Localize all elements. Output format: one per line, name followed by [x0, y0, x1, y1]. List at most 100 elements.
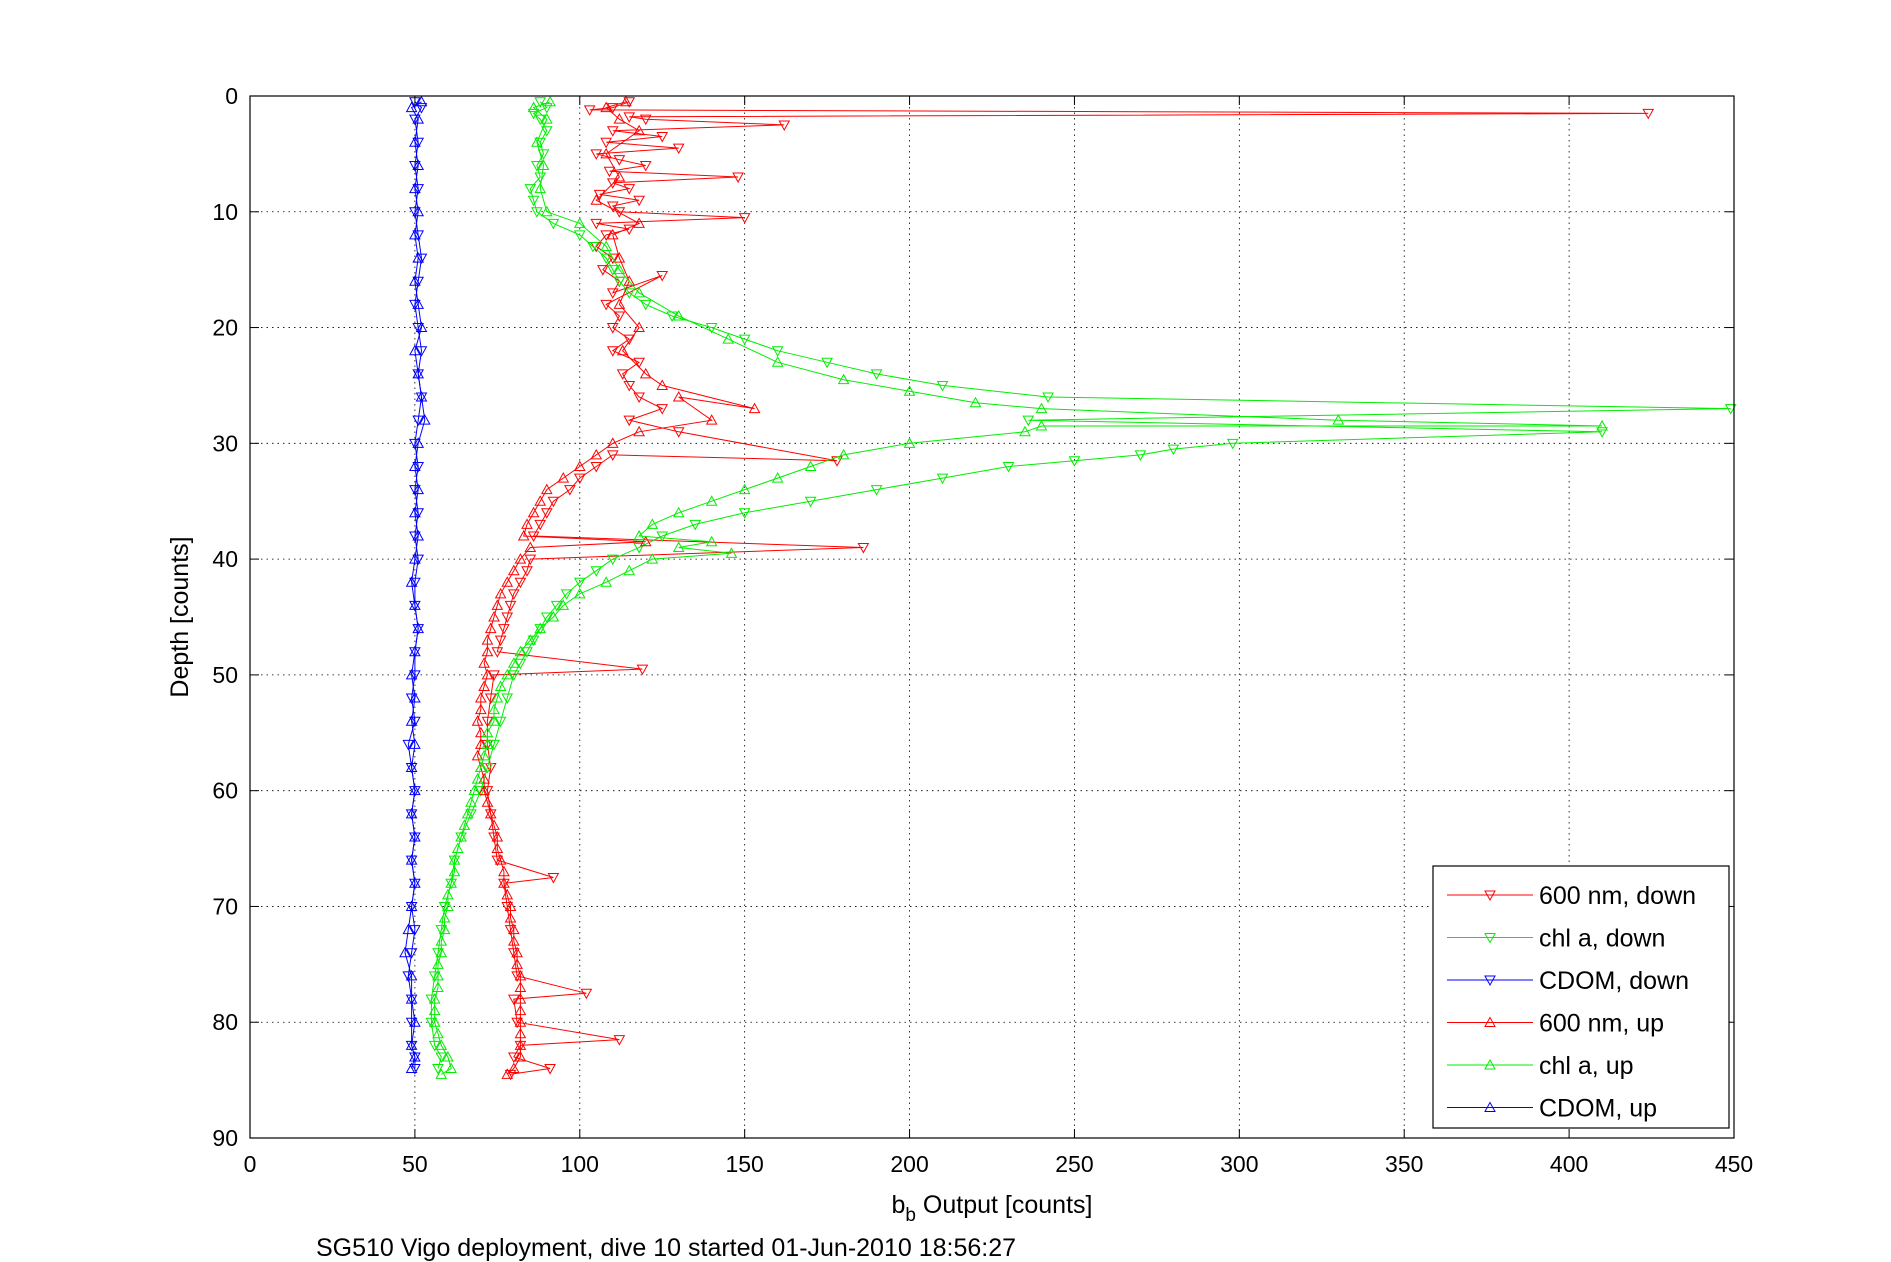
data-point	[537, 159, 550, 170]
data-point	[409, 182, 421, 194]
legend-marker	[1484, 975, 1496, 987]
data-point	[672, 506, 685, 518]
data-point	[603, 166, 616, 178]
data-point	[412, 276, 425, 288]
data-point	[606, 554, 619, 566]
data-point	[521, 566, 533, 577]
data-point	[646, 518, 659, 529]
data-point	[583, 105, 596, 116]
data-point	[474, 726, 487, 738]
data-point	[465, 809, 477, 820]
data-point	[837, 373, 850, 385]
data-point	[705, 535, 718, 547]
data-point	[405, 1062, 418, 1074]
data-point	[461, 807, 474, 819]
data-point	[672, 427, 685, 438]
data-point	[507, 1062, 520, 1074]
data-point	[478, 657, 490, 668]
data-point	[415, 321, 428, 333]
data-point	[409, 1064, 421, 1075]
data-point	[587, 242, 599, 253]
data-point	[547, 873, 560, 884]
data-point	[531, 207, 543, 218]
data-point	[616, 369, 629, 380]
data-point	[1724, 404, 1737, 415]
data-point	[481, 645, 494, 657]
data-point	[415, 390, 428, 402]
legend-label: chl a, up	[1539, 1052, 1634, 1080]
data-point	[514, 1004, 527, 1016]
data-point	[481, 634, 494, 645]
data-point	[504, 600, 517, 612]
data-point	[534, 97, 547, 108]
data-point	[936, 380, 949, 392]
x-axis-label: bb Output [counts]	[892, 1191, 1093, 1226]
data-point	[474, 692, 487, 703]
legend: 600 nm, down chl a, down CDOM, down 600 nm,…	[1432, 865, 1730, 1129]
data-point	[639, 160, 652, 172]
data-point	[438, 923, 451, 935]
data-point	[438, 911, 451, 923]
x-tick-label: 0	[244, 1151, 257, 1177]
data-point	[412, 622, 425, 634]
data-point	[656, 132, 669, 143]
x-tick-label: 150	[725, 1151, 763, 1177]
data-point	[689, 519, 702, 531]
data-point	[646, 553, 659, 564]
data-point	[412, 508, 425, 519]
data-point	[412, 529, 425, 541]
data-point	[481, 726, 494, 738]
data-point	[501, 901, 514, 913]
data-point	[623, 184, 636, 195]
data-point	[504, 911, 517, 923]
data-point	[491, 830, 504, 842]
data-point	[507, 589, 520, 600]
data-point	[438, 901, 451, 913]
series-chl-a-up	[428, 95, 1608, 1079]
data-point	[600, 240, 613, 252]
data-point	[501, 668, 514, 680]
data-point	[481, 796, 494, 807]
data-point	[409, 485, 421, 496]
data-point	[412, 461, 425, 473]
data-point	[491, 855, 504, 867]
data-point	[514, 1016, 527, 1027]
data-point	[468, 784, 481, 796]
data-point	[540, 205, 553, 217]
legend-entry: chl a, up	[1447, 1052, 1634, 1080]
data-point	[412, 159, 425, 170]
data-point	[409, 577, 421, 589]
data-point	[507, 948, 520, 959]
data-point	[748, 402, 761, 414]
data-point	[527, 101, 540, 113]
data-point	[507, 935, 520, 946]
data-point	[409, 784, 421, 796]
data-point	[903, 437, 916, 448]
data-point	[465, 796, 477, 807]
series-cdom-up	[399, 95, 431, 1074]
data-point	[521, 647, 533, 658]
data-point	[623, 112, 636, 123]
legend-marker	[1484, 1101, 1496, 1112]
data-point	[511, 1017, 523, 1029]
data-point	[412, 367, 425, 379]
y-axis-label: Depth [counts]	[166, 536, 194, 697]
data-point	[507, 1052, 520, 1063]
data-point	[705, 323, 718, 334]
data-point	[405, 993, 418, 1004]
data-point	[623, 275, 636, 286]
data-point	[409, 830, 421, 842]
data-point	[732, 172, 744, 184]
data-point	[606, 103, 619, 114]
data-point	[527, 506, 540, 518]
data-point	[415, 95, 428, 107]
data-point	[409, 1050, 421, 1062]
data-point	[534, 495, 547, 506]
data-point	[409, 553, 421, 564]
legend-label: CDOM, down	[1539, 967, 1689, 995]
data-point	[804, 460, 817, 471]
data-point	[1134, 450, 1147, 461]
data-point	[409, 207, 421, 218]
series-line	[404, 101, 426, 1069]
data-point	[623, 380, 636, 392]
